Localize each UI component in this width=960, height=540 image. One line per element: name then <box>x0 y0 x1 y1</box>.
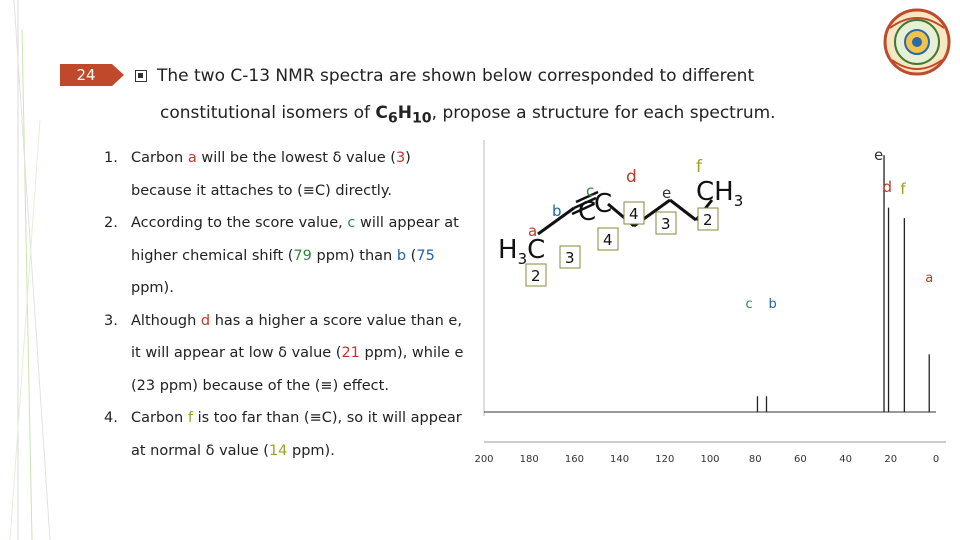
bond-a-b <box>537 206 575 236</box>
peak-label-f: f <box>900 180 906 198</box>
atom-ch3: CH3 <box>696 177 743 210</box>
explanation-number: 3. <box>104 312 118 329</box>
explanation-text: has a higher a score value than e, it wi… <box>131 312 462 362</box>
x-tick-label: 60 <box>794 454 807 465</box>
explanation-text: ppm). <box>287 442 335 459</box>
svg-text:4: 4 <box>629 205 639 223</box>
highlighted-term: a <box>187 150 197 166</box>
atom-carbon-b: C <box>578 197 596 227</box>
highlighted-term: b <box>396 247 407 264</box>
explanation-text: Carbon <box>131 410 188 426</box>
highlighted-term: f <box>187 410 193 426</box>
score-e: 3 <box>655 211 677 235</box>
x-tick-label: 80 <box>749 454 762 465</box>
peak-label-d: d <box>883 178 893 196</box>
explanation-item-2: 2. According to the score value, c will a… <box>104 207 464 305</box>
svg-text:3: 3 <box>661 215 671 233</box>
explanation-item-4: 4. Carbon f is too far than (≡C), so it w… <box>104 402 464 467</box>
molecular-formula: C6H10 <box>375 103 432 127</box>
peak-label-c: c <box>745 297 752 312</box>
explanation-text: is too far than (≡C), so it will appear … <box>131 410 462 459</box>
score-c: 4 <box>597 227 619 251</box>
label-d: d <box>626 167 637 187</box>
heading-line-1: The two C-13 NMR spectra are shown below… <box>135 58 895 95</box>
x-tick-label: 100 <box>700 454 719 465</box>
peak-label-b: b <box>769 297 777 312</box>
explanation-text: ppm), while e (23 ppm) because of the (≡… <box>131 345 464 394</box>
peak-label-a: a <box>925 271 933 286</box>
explanation-number: 4. <box>104 410 118 426</box>
slide-number: 24 <box>60 64 124 86</box>
highlighted-term: 75 <box>416 247 435 264</box>
x-tick-label: 180 <box>520 454 539 465</box>
score-d: 4 <box>623 201 645 225</box>
bond-e-f <box>669 198 697 222</box>
explanation-text: According to the score value, <box>131 215 348 231</box>
label-b: b <box>552 202 562 220</box>
x-tick-label: 160 <box>565 454 584 465</box>
svg-text:4: 4 <box>603 231 613 249</box>
peak-label-e: e <box>874 146 883 164</box>
highlighted-term: 79 <box>293 247 312 264</box>
molecule-structure: H3C C C CH3 a b c d e f 2 3 4 4 3 2 <box>498 157 743 287</box>
svg-text:2: 2 <box>531 267 541 285</box>
highlighted-term: c <box>347 215 356 231</box>
label-e: e <box>662 184 671 202</box>
highlighted-term: 3 <box>395 150 406 166</box>
checkbox-bullet-icon <box>135 70 147 82</box>
explanation-text: ppm) than <box>311 247 397 264</box>
atom-h3c: H3C <box>498 235 545 268</box>
explanation-item-3: 3. Although d has a higher a score value … <box>104 305 464 403</box>
explanation-text: ) because it attaches to (≡C) directly. <box>131 150 411 199</box>
university-logo-icon <box>883 8 951 76</box>
explanation-number: 1. <box>104 150 118 166</box>
heading-line-2: constitutional isomers of C6H10, propose… <box>160 103 776 127</box>
decorative-lines <box>9 0 51 540</box>
x-tick-label: 140 <box>610 454 629 465</box>
score-b: 3 <box>559 245 581 269</box>
triple-bond <box>571 190 599 216</box>
label-c: c <box>586 182 594 200</box>
x-tick-label: 0 <box>933 454 939 465</box>
svg-text:3: 3 <box>565 249 575 267</box>
explanation-list: 1. Carbon a will be the lowest δ value (3… <box>104 142 464 467</box>
highlighted-term: 21 <box>341 345 360 361</box>
atom-carbon-c: C <box>594 189 612 219</box>
label-a: a <box>528 222 537 240</box>
explanation-text: will appear at higher chemical shift ( <box>131 215 459 264</box>
label-f: f <box>696 157 703 177</box>
svg-text:2: 2 <box>703 211 713 229</box>
explanation-text: Carbon <box>131 150 188 166</box>
score-a: 2 <box>525 263 547 287</box>
explanation-number: 2. <box>104 215 118 231</box>
highlighted-term: d <box>200 312 211 329</box>
x-tick-label: 200 <box>474 454 493 465</box>
highlighted-term: 14 <box>268 442 288 459</box>
explanation-text: will be the lowest δ value ( <box>196 150 396 166</box>
slide-heading: The two C-13 NMR spectra are shown below… <box>135 58 895 137</box>
x-tick-label: 20 <box>884 454 897 465</box>
explanation-text: Although <box>131 312 201 329</box>
explanation-item-1: 1. Carbon a will be the lowest δ value (3… <box>104 142 464 207</box>
explanation-text: ppm). <box>131 280 174 296</box>
x-tick-label: 40 <box>839 454 852 465</box>
nmr-spectrum-chart: 200 180 160 140 120 100 80 60 40 20 0 c bed fa <box>474 140 946 465</box>
score-f: 2 <box>697 207 719 231</box>
x-tick-label: 120 <box>655 454 674 465</box>
explanation-text: ( <box>406 247 417 264</box>
